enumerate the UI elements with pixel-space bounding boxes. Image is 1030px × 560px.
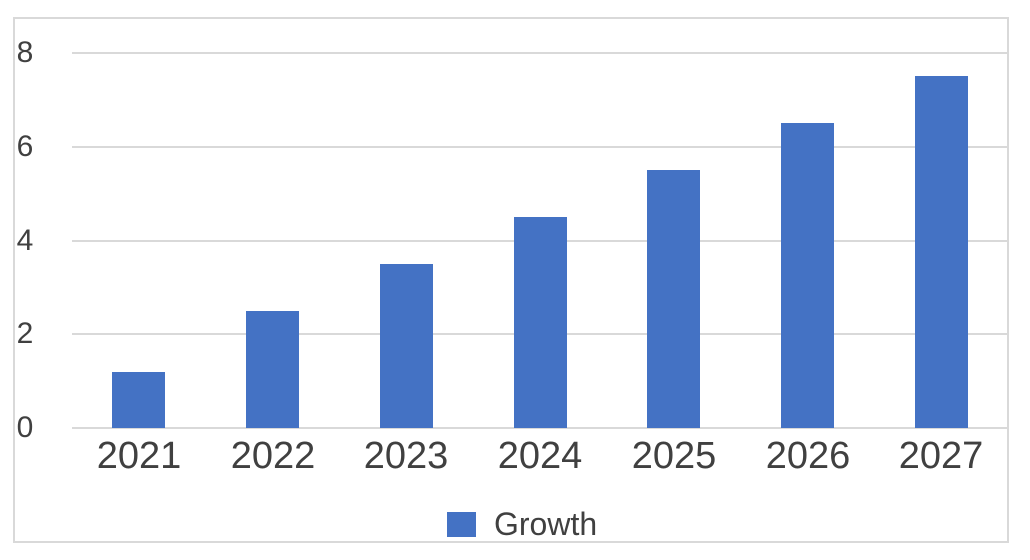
x-tick-label-2023: 2023 [363,435,449,477]
y-tick-label-2: 2 [16,317,34,351]
x-tick-label-2026: 2026 [765,435,851,477]
bar-2022 [246,310,299,428]
y-tick-label-8: 8 [16,36,34,69]
bar-2024 [514,217,567,428]
bar-2025 [647,170,700,428]
bar-2023 [380,263,433,428]
bar-2027 [915,76,968,428]
x-tick-label-2027: 2027 [898,435,984,477]
gridline-y-6 [72,145,1008,148]
legend-swatch-icon [447,512,476,537]
y-tick-label-6: 6 [16,129,34,163]
y-tick-label-4: 4 [16,223,34,257]
x-tick-label-2021: 2021 [96,435,182,477]
legend: Growth [447,506,598,542]
x-tick-label-2024: 2024 [497,435,583,477]
bar-2021 [112,371,165,428]
bar-2026 [781,123,834,428]
legend-label: Growth [494,506,598,542]
x-tick-label-2025: 2025 [631,435,717,477]
chart-frame [13,17,1009,543]
x-tick-label-2022: 2022 [230,435,316,477]
y-tick-label-0: 0 [16,411,34,444]
gridline-y-0 [72,427,1008,429]
gridline-y-8 [72,52,1008,54]
